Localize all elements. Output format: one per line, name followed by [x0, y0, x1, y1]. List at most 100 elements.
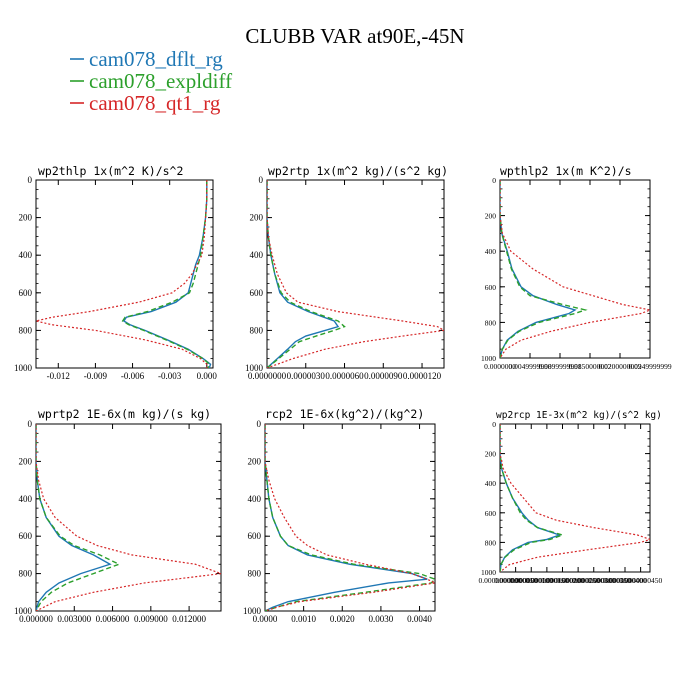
y-tick-label: 400: [485, 247, 497, 256]
series-line-cam078_qt1_rg: [265, 424, 435, 611]
figure-title: CLUBB VAR at90E,-45N: [245, 24, 464, 48]
series-line-cam078_dflt_rg: [267, 180, 340, 368]
y-tick-label: 1000: [14, 363, 33, 373]
y-tick-label: 200: [485, 212, 497, 221]
x-tick-label: 0.0000: [253, 614, 278, 624]
y-tick-label: 800: [250, 325, 264, 335]
x-tick-label: 0.0000000350: [588, 576, 631, 585]
plot-frame: [35, 423, 222, 612]
y-tick-label: 1000: [14, 606, 33, 616]
y-tick-label: 800: [19, 569, 33, 579]
series-line-cam078_qt1_rg: [36, 424, 221, 611]
x-tick-label: 0.0000000100: [510, 576, 553, 585]
x-tick-label: 0.0000000000: [478, 576, 521, 585]
panel-title: wpthlp2 1x(m K^2)/s: [500, 164, 632, 178]
panel-title: rcp2 1E-6x(kg^2)/(kg^2): [265, 407, 424, 421]
panel-5: rcp2 1E-6x(kg^2)/(kg^2)0 200 400 600 800 1000…: [243, 407, 436, 624]
y-tick-label: 200: [248, 456, 262, 466]
panel-2: wp2rtp 1x(m^2 kg)/(s^2 kg) 0 200 400 600 800 1…: [245, 164, 448, 381]
x-tick-label: 0.0000000: [248, 371, 287, 381]
y-tick-label: 1000: [243, 606, 262, 616]
y-tick-label: 0: [259, 175, 264, 185]
y-tick-label: 200: [485, 450, 497, 459]
x-tick-label: 0.000: [197, 371, 218, 381]
y-tick-label: 800: [19, 325, 33, 335]
series-line-cam078_dflt_rg: [500, 424, 562, 572]
series-line-cam078_qt1_rg: [500, 424, 650, 572]
x-tick-label: 0.000000: [19, 614, 53, 624]
y-tick-label: 600: [485, 283, 497, 292]
legend: cam078_dflt_rg cam078_expldiff cam078_qt…: [70, 47, 232, 115]
panel-1: wp2thlp 1x(m^2 K)/s^2 0 200 400 600 800 1000 -0…: [14, 164, 217, 381]
plot-frame: [266, 179, 445, 369]
legend-label-qt1: cam078_qt1_rg: [89, 91, 221, 115]
y-tick-label: 600: [250, 288, 264, 298]
y-tick-label: 400: [485, 479, 497, 488]
series-line-cam078_expldiff: [267, 180, 346, 368]
y-tick-label: 200: [19, 456, 33, 466]
series-line-cam078_dflt_rg: [265, 424, 428, 611]
x-tick-label: 0.009000: [134, 614, 168, 624]
y-tick-label: 1000: [481, 568, 496, 577]
x-tick-label: -0.006: [121, 371, 145, 381]
y-tick-label: 600: [19, 288, 33, 298]
series-line-cam078_qt1_rg: [36, 180, 208, 368]
series-line-cam078_expldiff: [500, 424, 565, 572]
y-tick-label: 0: [28, 419, 33, 429]
x-tick-label: 0.0000090: [364, 371, 403, 381]
y-tick-label: 0: [492, 176, 496, 185]
legend-label-dflt: cam078_dflt_rg: [89, 47, 223, 71]
x-tick-label: 0.006000: [96, 614, 130, 624]
legend-label-expldiff: cam078_expldiff: [89, 69, 232, 93]
x-tick-label: -0.009: [84, 371, 108, 381]
panel-3: wpthlp2 1x(m K^2)/s020040060080010000.00…: [481, 164, 672, 371]
y-tick-label: 600: [19, 531, 33, 541]
series-line-cam078_qt1_rg: [267, 180, 444, 368]
x-tick-label: 0.0000000150: [525, 576, 568, 585]
y-tick-label: 400: [250, 250, 264, 260]
x-tick-label: 0.0000030: [287, 371, 326, 381]
x-tick-label: 0.0000000400: [603, 576, 646, 585]
y-tick-label: 400: [19, 494, 33, 504]
panels: wp2thlp 1x(m^2 K)/s^2 0 200 400 600 800 1000 -0…: [14, 164, 672, 624]
x-tick-label: 0.0000000200: [541, 576, 584, 585]
x-tick-label: 0.0000000250: [557, 576, 600, 585]
panel-title: wp2rtp 1x(m^2 kg)/(s^2 kg): [268, 164, 448, 178]
y-tick-label: 200: [19, 213, 33, 223]
panel-4: wprtp2 1E-6x(m kg)/(s kg) 0 200 400 600 800 10…: [14, 407, 222, 624]
x-tick-label: 0.0249999999: [628, 362, 671, 371]
series-line-cam078_dflt_rg: [36, 424, 112, 611]
x-tick-label: 0.0099999998: [538, 362, 581, 371]
plot-frame: [264, 423, 436, 612]
x-tick-label: 0.0000000: [484, 362, 516, 371]
x-tick-label: 0.0000060: [325, 371, 364, 381]
plot-frame: [499, 179, 651, 359]
x-tick-label: 0.0200000009: [598, 362, 641, 371]
panel-6: wp2rcp 1E-3x(m^2 kg)/(s^2 kg)0 200 400 600 8…: [478, 410, 662, 585]
series-line-cam078_expldiff: [500, 180, 588, 358]
series-line-cam078_expldiff: [265, 424, 435, 611]
x-tick-label: -0.012: [47, 371, 70, 381]
x-tick-label: 0.0000000300: [572, 576, 615, 585]
y-tick-label: 800: [485, 538, 497, 547]
x-tick-label: 0.012000: [172, 614, 206, 624]
y-tick-label: 1000: [481, 354, 496, 363]
x-tick-label: -0.003: [158, 371, 182, 381]
x-tick-label: 0.0000000450: [619, 576, 662, 585]
y-tick-label: 1000: [245, 363, 264, 373]
x-tick-label: 0.0150000002: [568, 362, 611, 371]
series-line-cam078_expldiff: [121, 180, 211, 368]
plot-frame: [499, 423, 651, 573]
y-tick-label: 0: [492, 420, 496, 429]
x-tick-label: 0.0000120: [403, 371, 442, 381]
y-tick-label: 600: [248, 531, 262, 541]
y-tick-label: 0: [28, 175, 33, 185]
x-tick-label: 0.0040: [407, 614, 432, 624]
x-tick-label: 0.0020: [330, 614, 355, 624]
series-line-cam078_expldiff: [36, 424, 121, 611]
panel-title: wprtp2 1E-6x(m kg)/(s kg): [38, 407, 211, 421]
y-tick-label: 800: [248, 569, 262, 579]
x-tick-label: 0.0049999998: [508, 362, 551, 371]
x-tick-label: 0.0000000050: [494, 576, 537, 585]
